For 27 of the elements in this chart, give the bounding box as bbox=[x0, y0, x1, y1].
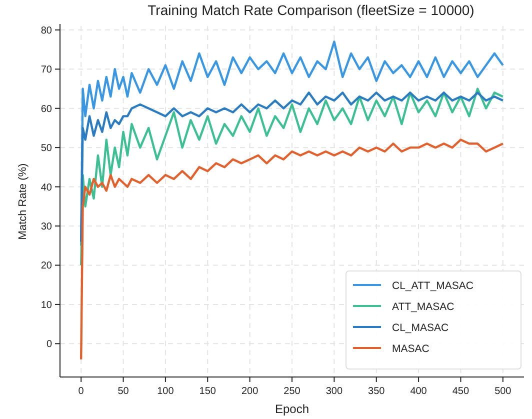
x-axis-title: Epoch bbox=[274, 402, 310, 416]
x-tick-label: 400 bbox=[410, 386, 428, 397]
x-tick-label: 150 bbox=[199, 386, 216, 397]
x-tick-label: 100 bbox=[157, 386, 174, 397]
y-axis-title: Match Rate (%) bbox=[17, 163, 29, 240]
x-tick-label: 350 bbox=[368, 386, 386, 397]
legend-label: CL_ATT_MASAC bbox=[392, 280, 474, 292]
x-tick-label: 500 bbox=[494, 386, 512, 397]
x-tick-label: 50 bbox=[118, 386, 130, 397]
legend-label: MASAC bbox=[392, 343, 430, 355]
y-tick-label: 40 bbox=[40, 182, 52, 194]
x-tick-label: 250 bbox=[284, 386, 301, 397]
legend-label: CL_MASAC bbox=[392, 322, 450, 334]
x-tick-label: 0 bbox=[78, 386, 84, 397]
legend-label: ATT_MASAC bbox=[392, 301, 455, 313]
x-tick-label: 300 bbox=[326, 386, 343, 397]
y-tick-label: 80 bbox=[40, 25, 52, 36]
y-tick-label: 70 bbox=[40, 64, 52, 76]
y-tick-label: 60 bbox=[40, 104, 52, 115]
y-tick-label: 20 bbox=[40, 260, 52, 272]
y-tick-label: 0 bbox=[46, 339, 52, 350]
y-tick-label: 10 bbox=[40, 300, 52, 311]
x-tick-label: 200 bbox=[241, 386, 259, 397]
y-tick-label: 50 bbox=[40, 143, 52, 154]
chart-title: Training Match Rate Comparison (fleetSize = 10000) bbox=[148, 2, 474, 18]
y-tick-label: 30 bbox=[40, 222, 52, 233]
x-tick-label: 450 bbox=[452, 386, 470, 397]
